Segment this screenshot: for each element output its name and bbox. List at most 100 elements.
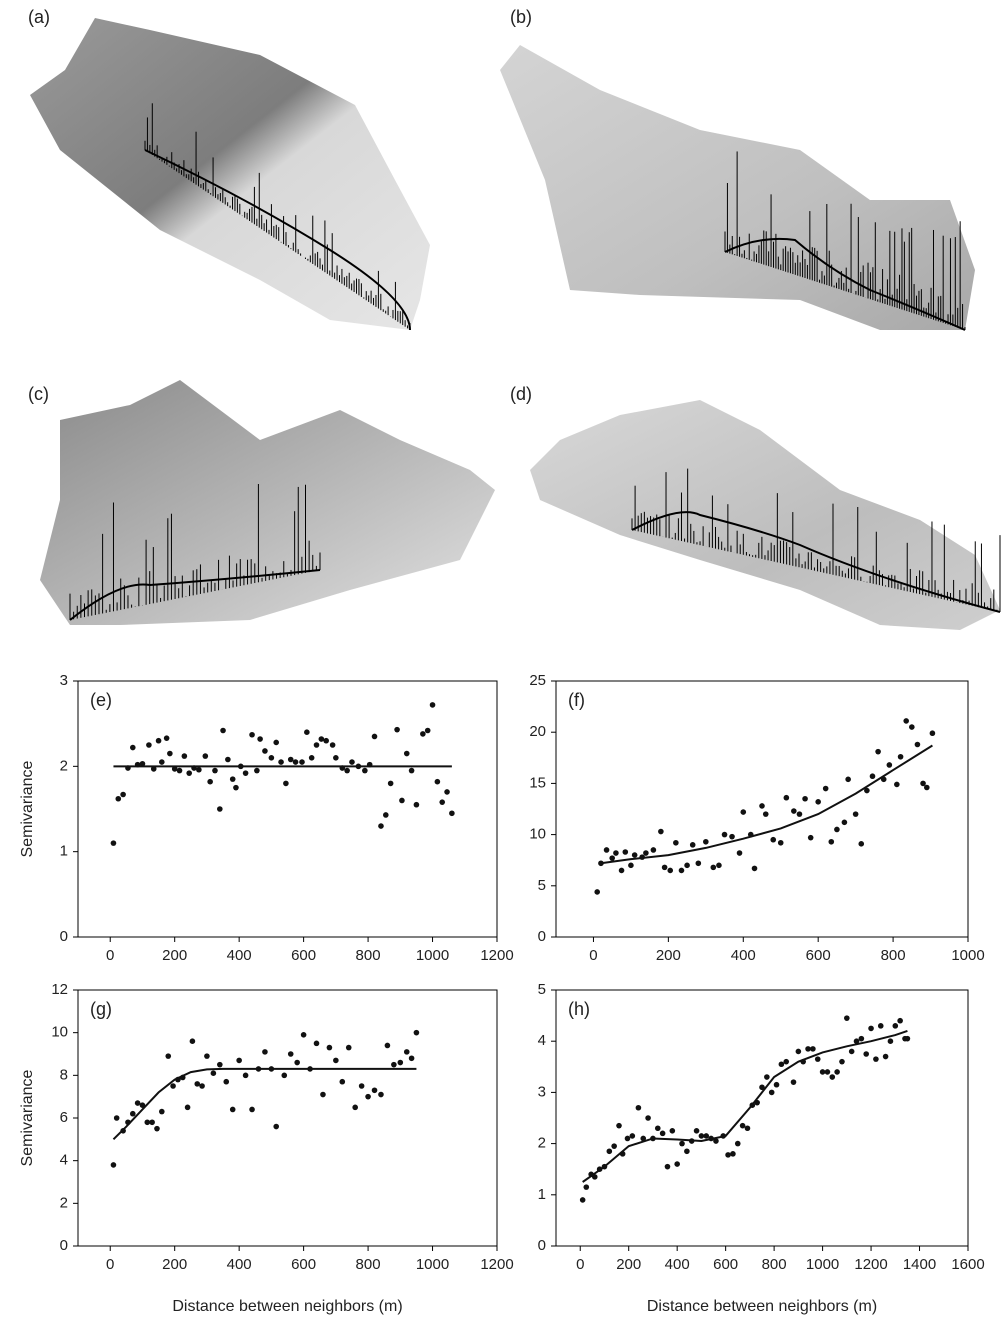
x-tick-label: 400	[227, 1256, 252, 1273]
point	[875, 748, 881, 755]
point	[210, 1070, 217, 1076]
point	[759, 1084, 765, 1091]
point	[181, 753, 188, 759]
point	[365, 1093, 371, 1100]
point	[807, 834, 814, 841]
point	[262, 1049, 268, 1055]
x-tick-label: 400	[227, 947, 252, 964]
point	[904, 1035, 911, 1042]
y-tick-label: 10	[529, 826, 546, 843]
point	[669, 1128, 676, 1134]
point	[387, 780, 394, 787]
point	[734, 1140, 741, 1147]
point	[664, 1163, 671, 1170]
x-tick-label: 600	[806, 947, 831, 964]
point	[273, 739, 280, 746]
charts: 0 200 400 600 800 1000 12000123(e)Semivariance…	[19, 672, 984, 1315]
point	[834, 826, 840, 833]
point	[716, 862, 722, 869]
point	[903, 718, 909, 724]
panel-label: (d)	[510, 384, 532, 404]
point	[212, 767, 218, 774]
point	[318, 736, 325, 742]
x-tick-label: 200	[162, 947, 187, 964]
panel-label: (f)	[568, 690, 585, 710]
point	[606, 1148, 613, 1155]
point	[113, 1115, 120, 1121]
point	[249, 731, 255, 738]
point	[624, 1135, 631, 1142]
point	[333, 755, 339, 761]
x-axis-label: Distance between neighbors (m)	[647, 1298, 877, 1315]
point	[698, 1133, 705, 1139]
point	[283, 780, 289, 787]
x-tick-label: 1400	[903, 1256, 936, 1273]
point	[403, 1049, 410, 1055]
y-tick-label: 4	[60, 1152, 68, 1169]
x-axis-label: Distance between neighbors (m)	[172, 1298, 402, 1315]
x-tick-label: 1000	[416, 1256, 449, 1273]
point	[194, 1081, 201, 1087]
point	[229, 1106, 236, 1113]
point	[154, 1125, 160, 1132]
point	[887, 1038, 894, 1044]
point	[829, 1074, 836, 1080]
point	[292, 759, 299, 765]
x-tick-label: 600	[291, 1256, 316, 1273]
y-tick-label: 5	[538, 877, 546, 894]
point	[845, 776, 851, 783]
y-tick-label: 0	[60, 1237, 68, 1254]
panel-label: (g)	[90, 999, 112, 1019]
point	[229, 776, 236, 782]
point	[640, 1135, 647, 1142]
point	[739, 1122, 746, 1129]
x-tick-label: 400	[665, 1256, 690, 1273]
point	[403, 750, 410, 757]
point	[618, 867, 625, 874]
x-tick-label: 200	[162, 1256, 187, 1273]
x-tick-label: 1200	[854, 1256, 887, 1273]
point	[217, 1061, 223, 1068]
point	[120, 791, 126, 798]
point	[294, 1059, 300, 1066]
point	[397, 1059, 404, 1066]
point	[810, 1046, 816, 1052]
point	[313, 742, 320, 748]
point	[339, 1078, 346, 1085]
point	[892, 1023, 899, 1029]
point	[257, 736, 263, 742]
point	[333, 1057, 339, 1064]
point	[729, 833, 735, 840]
point	[611, 1143, 617, 1149]
point	[721, 831, 728, 838]
point	[344, 767, 350, 774]
point	[171, 766, 178, 772]
point	[679, 1140, 685, 1147]
y-tick-label: 2	[538, 1135, 546, 1152]
point	[805, 1046, 811, 1052]
point	[897, 1017, 903, 1024]
point	[877, 1023, 884, 1029]
point	[783, 1058, 790, 1065]
point	[864, 787, 870, 794]
y-tick-label: 25	[529, 672, 546, 689]
point	[645, 1115, 651, 1121]
point	[725, 1152, 731, 1158]
point	[920, 780, 926, 787]
point	[159, 1108, 165, 1115]
point	[196, 766, 202, 773]
point	[643, 850, 649, 856]
point	[822, 785, 829, 792]
point	[613, 850, 619, 856]
point	[273, 1123, 280, 1130]
point	[329, 742, 336, 748]
point	[654, 1125, 661, 1132]
point	[635, 1104, 642, 1111]
plot-frame	[77, 680, 498, 938]
fit-line	[582, 1030, 908, 1183]
point	[278, 759, 284, 765]
point	[594, 889, 600, 895]
point	[909, 724, 915, 730]
point	[413, 801, 420, 808]
